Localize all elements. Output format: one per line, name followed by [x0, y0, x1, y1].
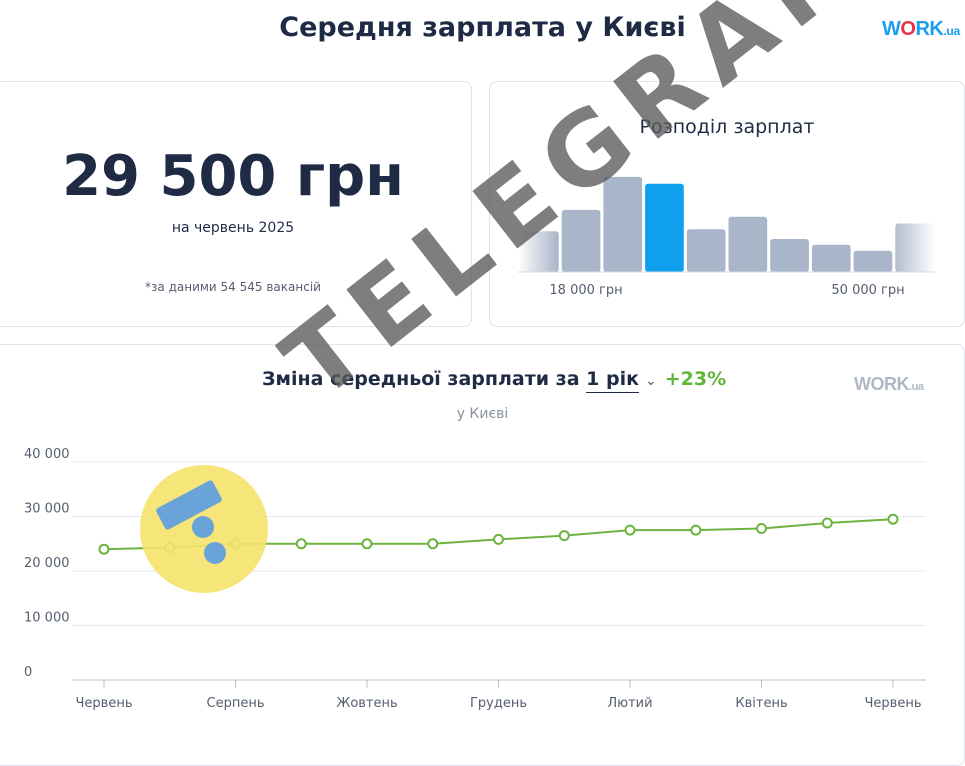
y-tick-label: 40 000: [24, 447, 70, 462]
data-point[interactable]: [361, 538, 373, 550]
trend-title: Зміна середньої зарплати за 1 рік ⌄ +23%: [262, 368, 727, 393]
salary-distribution-card: Розподіл зарплат 18 000 грн 50 000 грн: [489, 81, 965, 327]
distribution-label-high: 50 000 грн: [831, 283, 904, 298]
data-point[interactable]: [887, 513, 899, 525]
page-title: Середня зарплата у Києві: [279, 12, 686, 43]
distribution-bar[interactable]: [603, 176, 643, 272]
data-point[interactable]: [756, 523, 767, 534]
distribution-bar[interactable]: [811, 244, 851, 272]
x-tick-label: Лютий: [607, 696, 652, 711]
x-tick-label: Квітень: [735, 696, 787, 711]
data-point[interactable]: [821, 517, 833, 529]
distribution-bar[interactable]: [770, 239, 809, 272]
data-point[interactable]: [295, 538, 307, 550]
salary-trend-chart: 0 10 000 20 000 30 000 40 000 Червень Серпень…: [24, 447, 926, 711]
x-tick-label: Червень: [76, 696, 133, 711]
average-salary-value: 29 500 грн: [62, 144, 404, 209]
y-tick-label: 20 000: [24, 556, 70, 571]
distribution-label-low: 18 000 грн: [549, 283, 622, 298]
data-point[interactable]: [493, 533, 504, 545]
y-tick-label: 10 000: [24, 611, 70, 626]
vacancies-note: *за даними 54 545 вакансій: [145, 280, 321, 294]
x-tick-label: Серпень: [207, 696, 265, 711]
data-point[interactable]: [690, 524, 702, 536]
period-selector[interactable]: 1 рік: [586, 368, 640, 393]
distribution-bar[interactable]: [686, 229, 726, 272]
telegraf-badge-icon: [140, 465, 268, 593]
x-tick-label: Грудень: [470, 696, 527, 711]
distribution-bar-current[interactable]: [645, 183, 684, 272]
distribution-bar[interactable]: [561, 209, 601, 272]
distribution-histogram: 18 000 грн 50 000 грн: [518, 162, 935, 298]
change-percent: +23%: [664, 368, 727, 390]
chevron-down-icon[interactable]: ⌄: [645, 373, 657, 389]
y-tick-label: 0: [24, 665, 32, 680]
data-point[interactable]: [427, 538, 439, 550]
data-point[interactable]: [624, 524, 636, 536]
data-point[interactable]: [98, 543, 110, 555]
work-ua-logo[interactable]: WORK.ua: [882, 18, 960, 40]
data-point[interactable]: [558, 530, 570, 542]
trend-title-text: Зміна середньої зарплати за: [262, 368, 580, 390]
distribution-bar[interactable]: [728, 216, 768, 272]
x-tick-label: Жовтень: [336, 696, 397, 711]
distribution-bar[interactable]: [853, 250, 893, 272]
x-tick-label: Червень: [865, 696, 922, 711]
salary-date: на червень 2025: [171, 220, 295, 236]
y-tick-label: 30 000: [24, 502, 70, 517]
distribution-title: Розподіл зарплат: [639, 116, 815, 138]
trend-subtitle: у Києві: [456, 406, 509, 422]
work-ua-chart-logo: WORK.ua: [854, 374, 924, 394]
average-salary-card: 29 500 грн на червень 2025 *за даними 54…: [0, 81, 472, 327]
